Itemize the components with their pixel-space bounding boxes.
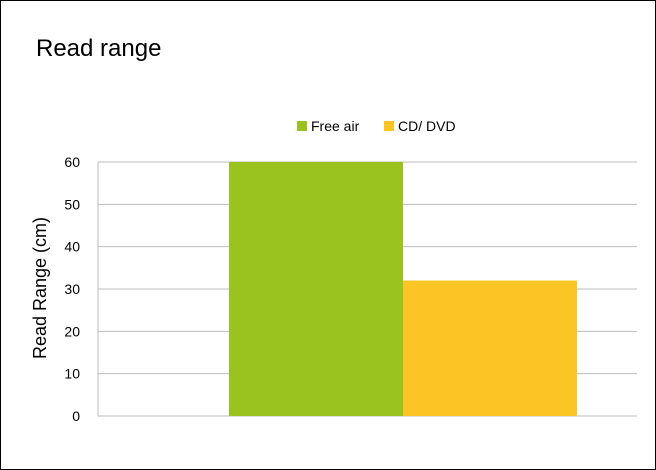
y-tick-label: 20: [64, 323, 80, 339]
legend-label-free-air: Free air: [311, 118, 360, 134]
y-axis-ticks: 0 10 20 30 40 50 60: [64, 154, 80, 424]
bar-free-air: [229, 162, 403, 416]
legend: Free air CD/ DVD: [297, 118, 456, 134]
y-tick-label: 60: [64, 154, 80, 170]
y-tick-label: 10: [64, 366, 80, 382]
legend-swatch-cd-dvd: [384, 121, 394, 131]
y-tick-label: 0: [72, 408, 80, 424]
bars: [229, 162, 577, 416]
y-tick-label: 50: [64, 196, 80, 212]
chart-title: Read range: [36, 35, 161, 62]
legend-swatch-free-air: [297, 121, 307, 131]
y-tick-label: 30: [64, 281, 80, 297]
y-tick-label: 40: [64, 239, 80, 255]
y-axis-label: Read Range (cm): [30, 217, 50, 359]
bar-cd-dvd: [403, 280, 577, 416]
legend-label-cd-dvd: CD/ DVD: [398, 118, 456, 134]
